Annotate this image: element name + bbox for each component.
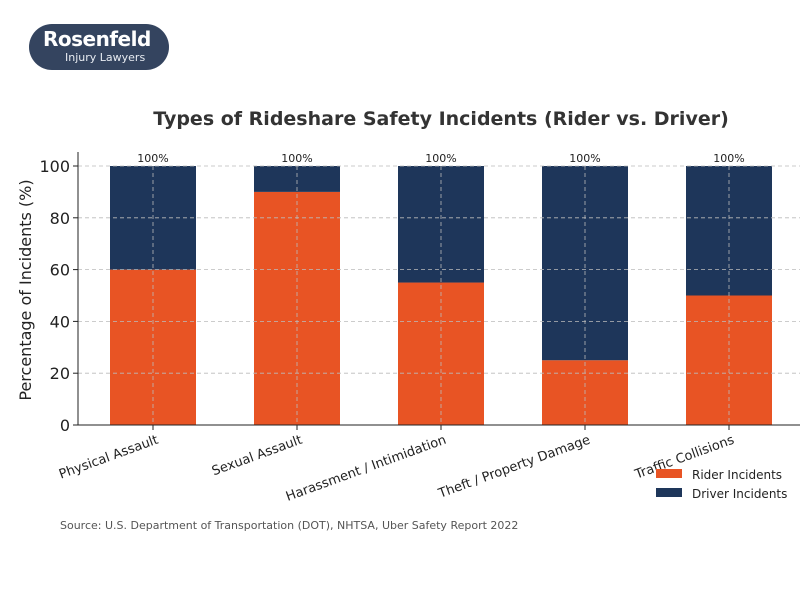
y-tick-label: 20 bbox=[50, 364, 70, 383]
legend-label: Rider Incidents bbox=[692, 468, 782, 482]
y-axis-label: Percentage of Incidents (%) bbox=[16, 179, 35, 400]
total-label: 100% bbox=[425, 152, 456, 165]
bar-rider bbox=[686, 295, 772, 425]
legend-label: Driver Incidents bbox=[692, 487, 787, 501]
x-tick-label: Sexual Assault bbox=[210, 433, 304, 480]
y-tick-label: 60 bbox=[50, 261, 70, 280]
rosenfeld-logo: Rosenfeld Injury Lawyers bbox=[29, 24, 169, 70]
chart-title: Types of Rideshare Safety Incidents (Rid… bbox=[153, 108, 729, 130]
logo-line2: Injury Lawyers bbox=[65, 51, 146, 64]
x-tick-label: Theft / Property Damage bbox=[436, 433, 593, 502]
x-tick-label: Physical Assault bbox=[57, 433, 160, 483]
y-tick-label: 100 bbox=[39, 157, 70, 176]
y-tick-label: 40 bbox=[50, 312, 70, 331]
source-note: Source: U.S. Department of Transportatio… bbox=[60, 519, 518, 532]
total-label: 100% bbox=[713, 152, 744, 165]
x-tick-label: Harassment / Intimidation bbox=[284, 433, 448, 505]
legend-swatch bbox=[656, 488, 682, 497]
legend-swatch bbox=[656, 469, 682, 478]
bar-rider bbox=[398, 282, 484, 425]
total-label: 100% bbox=[569, 152, 600, 165]
y-tick-label: 0 bbox=[60, 416, 70, 435]
logo-line1: Rosenfeld bbox=[43, 27, 151, 51]
total-label: 100% bbox=[281, 152, 312, 165]
y-tick-label: 80 bbox=[50, 209, 70, 228]
total-label: 100% bbox=[137, 152, 168, 165]
